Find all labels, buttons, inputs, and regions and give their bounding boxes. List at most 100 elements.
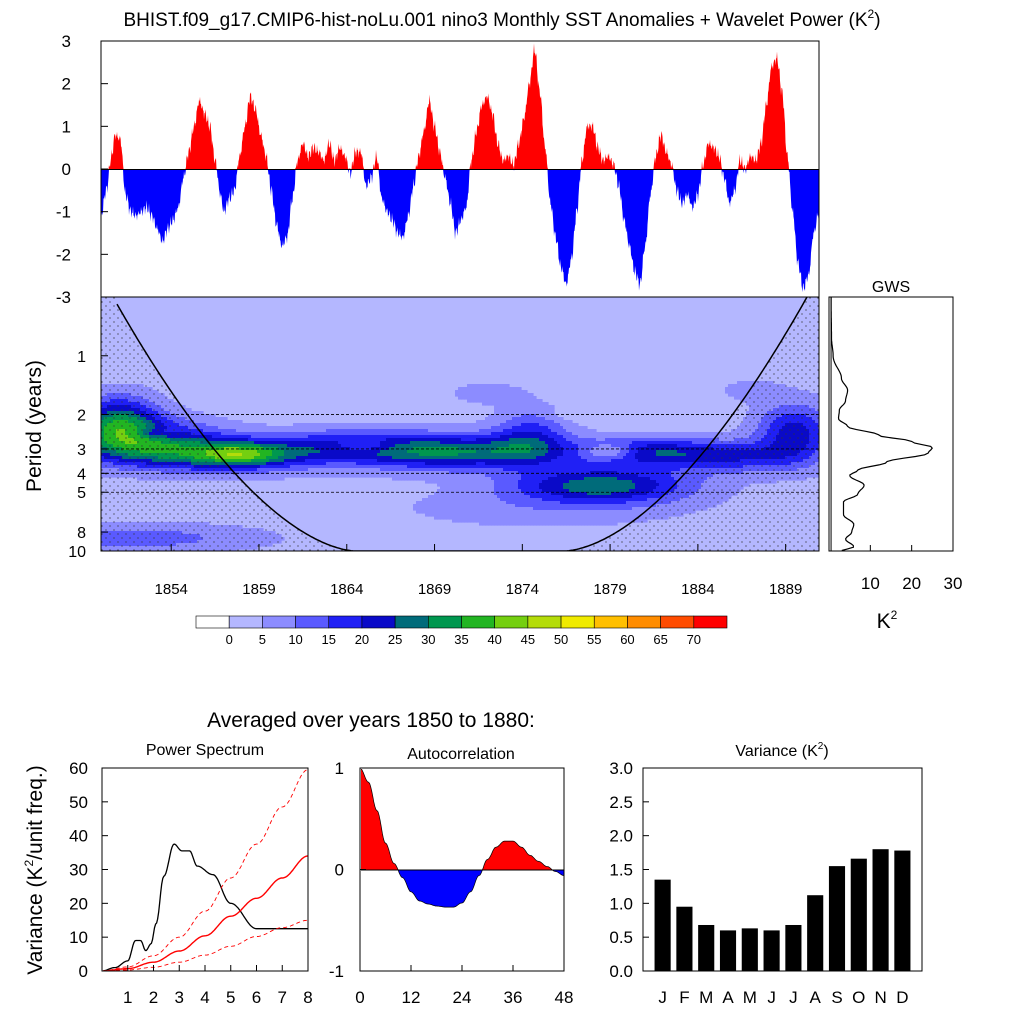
wavelet-power-cell <box>500 426 504 430</box>
wavelet-power-cell <box>404 423 408 427</box>
wavelet-power-cell <box>224 444 228 448</box>
wavelet-power-cell <box>566 501 570 505</box>
wavelet-power-cell <box>233 420 237 424</box>
wavelet-power-cell <box>524 465 528 469</box>
wavelet-power-cell <box>470 444 474 448</box>
wavelet-power-cell <box>278 474 282 478</box>
wavelet-power-cell <box>569 435 573 439</box>
wavelet-power-cell <box>494 516 498 520</box>
wavelet-power-cell <box>227 459 231 463</box>
wavelet-power-cell <box>335 432 339 436</box>
wavelet-power-cell <box>242 465 246 469</box>
wavelet-power-cell <box>260 462 264 466</box>
wavelet-power-cell <box>314 435 318 439</box>
wavelet-power-cell <box>551 414 555 418</box>
wavelet-power-cell <box>479 384 483 388</box>
wavelet-power-cell <box>302 474 306 478</box>
wavelet-power-cell <box>470 384 474 388</box>
wavelet-power-cell <box>296 465 300 469</box>
wavelet-power-cell <box>278 477 282 481</box>
wavelet-power-cell <box>227 441 231 445</box>
wavelet-power-cell <box>386 429 390 433</box>
wavelet-power-cell <box>323 432 327 436</box>
wavelet-power-cell <box>368 471 372 475</box>
wavelet-power-cell <box>500 465 504 469</box>
wavelet-power-cell <box>557 459 561 463</box>
wavelet-power-cell <box>575 471 579 475</box>
wavelet-power-cell <box>542 507 546 511</box>
wavelet-power-cell <box>521 474 525 478</box>
wavelet-power-cell <box>326 426 330 430</box>
wavelet-power-cell <box>494 423 498 427</box>
wavelet-power-cell <box>281 471 285 475</box>
wavelet-power-cell <box>296 426 300 430</box>
wavelet-power-cell <box>440 429 444 433</box>
wavelet-power-cell <box>434 456 438 460</box>
wavelet-power-cell <box>539 441 543 445</box>
wavelet-power-cell <box>284 450 288 454</box>
wavelet-power-cell <box>440 513 444 517</box>
wavelet-power-cell <box>395 465 399 469</box>
wavelet-power-cell <box>425 507 429 511</box>
wavelet-power-cell <box>467 456 471 460</box>
wavelet-power-cell <box>236 423 240 427</box>
wavelet-power-cell <box>536 465 540 469</box>
wavelet-power-cell <box>542 501 546 505</box>
wavelet-power-cell <box>263 423 267 427</box>
wavelet-power-cell <box>344 471 348 475</box>
wavelet-power-cell <box>365 426 369 430</box>
wavelet-power-cell <box>335 462 339 466</box>
wavelet-power-cell <box>494 456 498 460</box>
wavelet-power-cell <box>290 459 294 463</box>
wavelet-power-cell <box>248 459 252 463</box>
wavelet-power-cell <box>431 459 435 463</box>
wavelet-power-cell <box>428 462 432 466</box>
wavelet-power-cell <box>557 507 561 511</box>
wavelet-power-cell <box>524 420 528 424</box>
wavelet-power-cell <box>299 432 303 436</box>
wavelet-power-cell <box>386 459 390 463</box>
wavelet-power-cell <box>500 429 504 433</box>
wavelet-power-cell <box>503 522 507 526</box>
wavelet-power-cell <box>461 504 465 508</box>
wavelet-power-cell <box>467 492 471 496</box>
wavelet-power-cell <box>539 507 543 511</box>
wavelet-power-cell <box>575 513 579 517</box>
wavelet-power-cell <box>521 492 525 496</box>
wavelet-power-cell <box>470 390 474 394</box>
wavelet-power-cell <box>503 513 507 517</box>
wavelet-power-cell <box>242 471 246 475</box>
wavelet-power-cell <box>512 393 516 397</box>
wavelet-power-cell <box>551 435 555 439</box>
wavelet-power-cell <box>512 513 516 517</box>
wavelet-power-cell <box>467 465 471 469</box>
wavelet-power-cell <box>422 462 426 466</box>
wavelet-power-cell <box>212 417 216 421</box>
wavelet-power-cell <box>239 459 243 463</box>
wavelet-power-cell <box>551 468 555 472</box>
wavelet-power-cell <box>485 492 489 496</box>
wavelet-power-cell <box>284 456 288 460</box>
wavelet-power-cell <box>398 456 402 460</box>
wavelet-power-cell <box>455 465 459 469</box>
wavelet-power-cell <box>578 462 582 466</box>
wavelet-power-cell <box>416 462 420 466</box>
wavelet-power-cell <box>557 444 561 448</box>
wavelet-power-cell <box>542 426 546 430</box>
wavelet-power-cell <box>437 426 441 430</box>
wavelet-power-cell <box>545 501 549 505</box>
wavelet-power-cell <box>581 456 585 460</box>
wavelet-power-cell <box>440 435 444 439</box>
wavelet-power-cell <box>455 456 459 460</box>
wavelet-power-cell <box>566 438 570 442</box>
wavelet-power-cell <box>446 489 450 493</box>
wavelet-power-cell <box>239 441 243 445</box>
wavelet-power-cell <box>422 501 426 505</box>
wavelet-power-cell <box>413 474 417 478</box>
wavelet-power-cell <box>314 432 318 436</box>
wavelet-power-cell <box>503 483 507 487</box>
wavelet-power-cell <box>386 441 390 445</box>
wavelet-power-cell <box>305 450 309 454</box>
wavelet-power-cell <box>518 516 522 520</box>
wavelet-power-cell <box>578 522 582 526</box>
